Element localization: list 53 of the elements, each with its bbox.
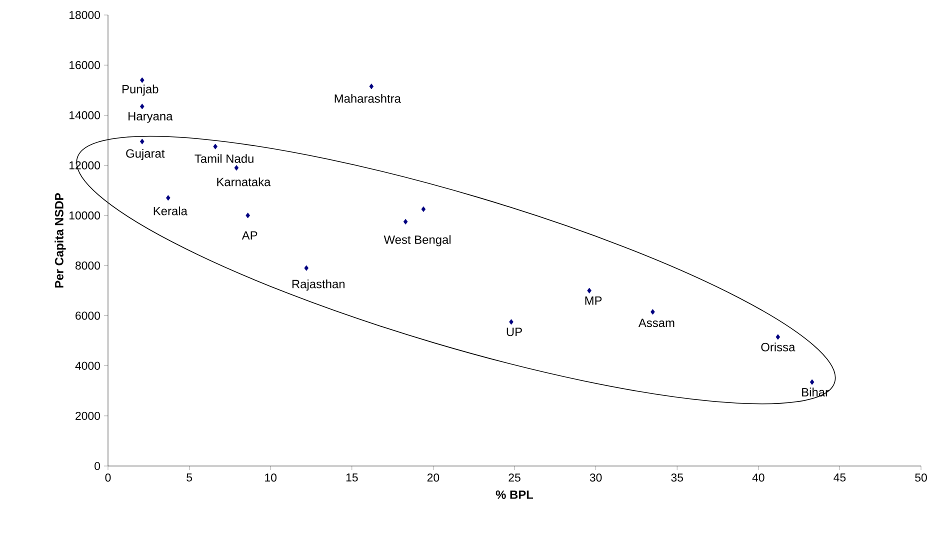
x-tick-label: 0 (105, 474, 111, 482)
point (403, 218, 408, 225)
x-tick-label: 40 (752, 474, 764, 482)
annotation: AP (242, 231, 258, 240)
x-tick-label: 25 (508, 474, 520, 482)
point (140, 77, 144, 83)
x-tick-label: 5 (186, 474, 192, 482)
annotation: MP (585, 296, 602, 305)
x-tick-label: 10 (265, 474, 277, 482)
y-axis-title: Per Capita NSDP (54, 193, 66, 288)
annotation: Gujarat (126, 148, 165, 160)
point (140, 104, 144, 110)
annotation: Maharashtra (334, 94, 401, 103)
annotation: Bihar (802, 388, 829, 396)
annotation: Rajasthan (292, 279, 345, 291)
y-tick-label: 8000 (75, 262, 100, 270)
annotation: Kerala (154, 206, 188, 216)
y-tick-label: 18000 (69, 10, 100, 20)
point (650, 309, 655, 315)
y-tick-label: 6000 (76, 312, 100, 320)
x-tick-label: 45 (834, 474, 846, 482)
annotation: Tamil Nadu (194, 154, 254, 163)
point (213, 144, 218, 150)
y-tick-label: 0 (94, 462, 100, 470)
annotation: Assam (638, 318, 674, 328)
y-tick-label: 2000 (76, 412, 100, 420)
y-tick-label: 14000 (69, 111, 100, 120)
x-tick-label: 35 (671, 474, 683, 482)
point (166, 195, 170, 201)
point (304, 265, 309, 271)
point (234, 165, 239, 171)
x-tick-label: 50 (915, 474, 927, 482)
annotation: Karnataka (217, 177, 271, 186)
annotation: UP (506, 328, 522, 336)
annotation: Haryana (128, 112, 173, 123)
y-tick-label: 4000 (75, 362, 100, 370)
y-tick-label: 10000 (69, 211, 100, 220)
point (140, 138, 144, 144)
x-axis-title: % BPL (496, 490, 534, 499)
point (509, 319, 514, 325)
point (810, 379, 814, 385)
x-tick-label: 15 (346, 474, 358, 482)
x-tick-label: 30 (590, 474, 602, 482)
annotation: Punjab (122, 84, 158, 96)
point (587, 288, 592, 294)
y-tick-label: 16000 (69, 61, 100, 70)
point (246, 212, 250, 218)
point (421, 206, 426, 212)
point (776, 334, 780, 340)
annotation: West Bengal (384, 235, 451, 246)
point (369, 84, 374, 90)
x-tick-label: 20 (427, 474, 440, 482)
annotation: Orissa (761, 342, 796, 352)
